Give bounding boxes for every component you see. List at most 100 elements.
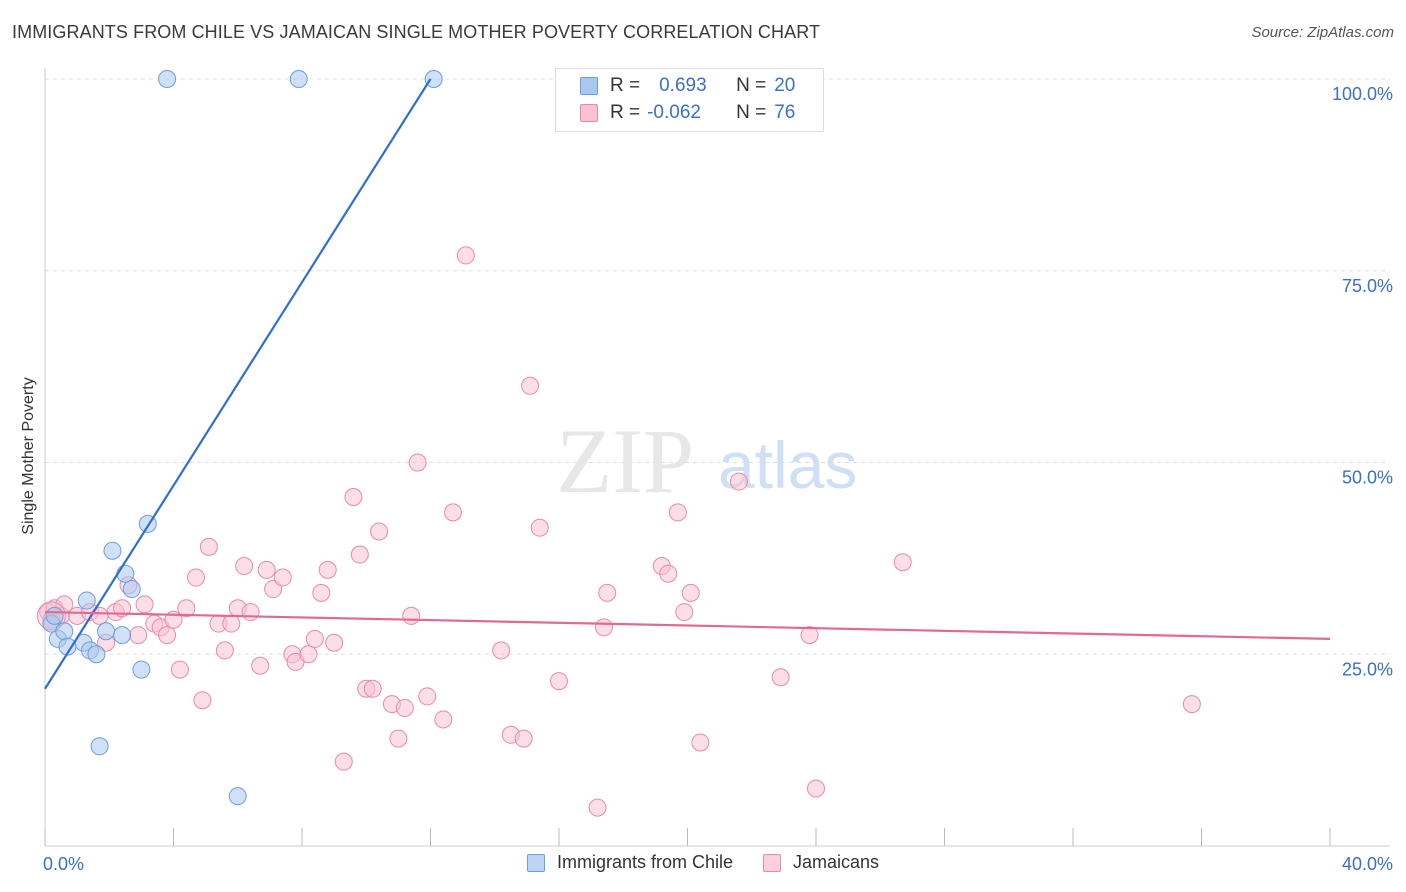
chile-point (103, 541, 122, 560)
jamaicans-points (36, 246, 1201, 817)
chile-point (97, 622, 116, 641)
chile-point (122, 580, 141, 599)
watermark: ZIP atlas (556, 410, 857, 512)
jamaicans-point (530, 518, 549, 537)
chile-points (42, 70, 443, 806)
jamaicans-point (251, 656, 270, 675)
trend-lines (44, 78, 1331, 690)
jamaicans-point (129, 626, 148, 645)
jamaicans-point (113, 599, 132, 618)
chile-point (90, 737, 109, 756)
jamaicans-point (305, 629, 324, 648)
legend-swatch-jamaicans (763, 853, 781, 872)
chile-point (77, 591, 96, 610)
legend-label-chile: Immigrants from Chile (556, 852, 733, 872)
legend-swatch-jamaicans (580, 104, 598, 122)
jamaicans-point (598, 583, 617, 602)
jamaicans-point (177, 599, 196, 618)
jamaicans-point (594, 618, 613, 637)
jamaicans-point (807, 779, 825, 798)
x-tick-label: 0.0% (43, 854, 84, 874)
y-axis-label: Single Mother Poverty (20, 377, 37, 535)
chile-point (228, 787, 247, 806)
axes (44, 68, 1390, 847)
jamaicans-point (408, 453, 427, 472)
chile-point (424, 70, 443, 88)
y-tick-label: 50.0% (1342, 468, 1393, 488)
jamaicans-point (443, 503, 462, 522)
tick-labels: 25.0% 50.0% 75.0% 100.0% 0.0% 40.0% (43, 84, 1393, 874)
chart-source: Source: ZipAtlas.com (1251, 24, 1394, 41)
watermark-zip: ZIP (556, 410, 694, 512)
chile-point (132, 660, 151, 679)
jamaicans-point (402, 606, 421, 625)
jamaicans-point (312, 583, 331, 602)
legend-r-label: R = (610, 102, 641, 123)
jamaicans-point (170, 660, 189, 679)
jamaicans-point (771, 668, 790, 687)
jamaicans-point (325, 633, 344, 652)
legend-item-chile[interactable]: Immigrants from Chile (526, 852, 733, 873)
jamaicans-point (199, 537, 218, 556)
y-tick-label: 25.0% (1342, 659, 1393, 679)
stats-legend: R = 0.693 N = 20 R = -0.062 N = 76 (555, 68, 824, 132)
jamaicans-point (588, 798, 607, 817)
x-tick-label: 40.0% (1342, 854, 1393, 874)
jamaicans-point (668, 503, 687, 522)
legend-r-value: 0.693 (659, 75, 707, 96)
legend-swatch-chile (526, 853, 545, 872)
jamaicans-point (299, 645, 318, 664)
legend-item-jamaicans[interactable]: Jamaicans (763, 852, 879, 873)
jamaicans-point (456, 246, 475, 265)
jamaicans-point (235, 557, 254, 576)
jamaicans-point (222, 614, 241, 633)
jamaicans-point (158, 626, 177, 645)
jamaicans-point (659, 564, 678, 583)
jamaicans-point (395, 698, 414, 717)
series-legend: Immigrants from Chile Jamaicans (0, 852, 1406, 873)
legend-n-value: 76 (774, 102, 796, 123)
jamaicans-point (1182, 695, 1201, 714)
jamaicans-point (135, 595, 154, 614)
chile-point (289, 70, 308, 88)
jamaicans-point (273, 568, 292, 587)
jamaicans-point (264, 580, 283, 599)
legend-n-label: N = (736, 75, 767, 96)
chile-point (113, 626, 132, 645)
chile-point (55, 622, 74, 641)
watermark-atlas: atlas (718, 428, 857, 502)
jamaicans-point (389, 729, 408, 748)
jamaicans-point (800, 626, 819, 645)
chile-point (116, 564, 135, 583)
jamaicans-point (241, 603, 260, 622)
legend-r-label: R = (610, 75, 641, 96)
jamaicans-point (186, 568, 205, 587)
jamaicans-point (215, 641, 234, 660)
chile-point (87, 645, 106, 664)
y-tick-label: 75.0% (1342, 276, 1393, 296)
y-tick-label: 100.0% (1332, 84, 1393, 104)
jamaicans-point (893, 553, 912, 572)
chile-trend-line (44, 78, 432, 690)
jamaicans-point (691, 733, 710, 752)
jamaicans-trend-line (44, 610, 1331, 641)
legend-label-jamaicans: Jamaicans (793, 852, 880, 872)
jamaicans-point (318, 560, 337, 579)
legend-row-jamaicans: R = -0.062 N = 76 (580, 100, 795, 126)
jamaicans-point (729, 472, 748, 491)
grid-lines (45, 78, 1390, 655)
jamaicans-point (521, 376, 540, 395)
legend-swatch-chile (580, 77, 598, 95)
jamaicans-point (681, 583, 700, 602)
jamaicans-point (550, 672, 568, 691)
jamaicans-point (675, 603, 694, 622)
legend-n-value: 20 (774, 75, 796, 96)
jamaicans-point (334, 752, 353, 771)
legend-row-chile: R = 0.693 N = 20 (580, 73, 795, 99)
jamaicans-point (434, 710, 453, 729)
chile-point (45, 606, 64, 625)
jamaicans-point (514, 729, 533, 748)
jamaicans-point (257, 560, 276, 579)
jamaicans-point (193, 691, 212, 710)
